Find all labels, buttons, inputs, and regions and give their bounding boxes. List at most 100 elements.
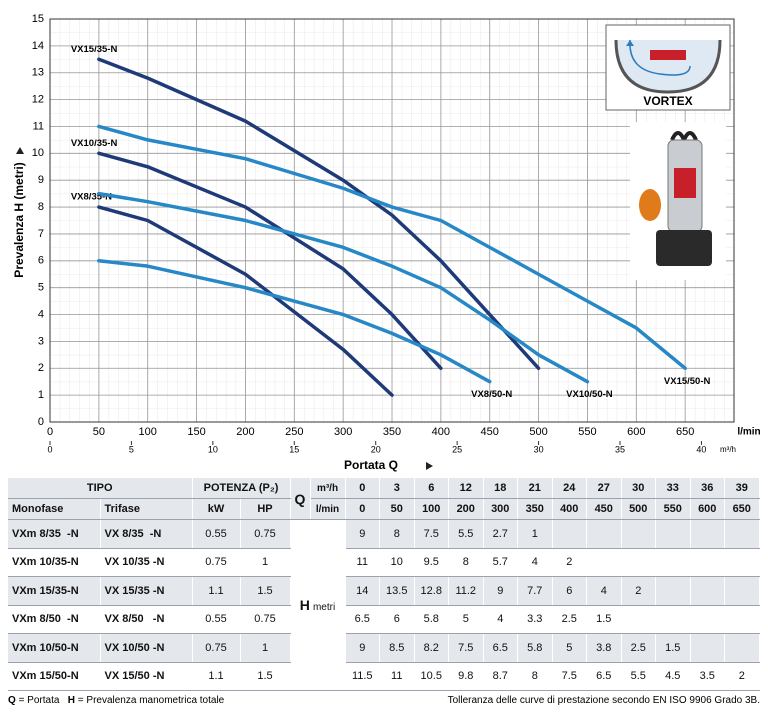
empty-cell [724,605,760,634]
y-tick-label: 6 [38,255,44,267]
h-value: 8.7 [483,662,518,691]
y-tick-label: 1 [38,389,44,401]
q-value: 400 [552,498,587,520]
h-value: 4 [586,576,622,606]
y-tick-label: 10 [32,147,44,159]
y-tick-label: 12 [32,94,44,106]
h-value: 8 [448,548,484,577]
x-tick-label: 500 [529,426,547,438]
q-value: 650 [724,498,760,520]
q-value: 3 [379,478,415,499]
pump-logo [674,168,696,198]
power-cell: 0.75 [192,548,241,577]
power-cell: 0.75 [240,519,291,549]
power-cell: 0.75 [240,605,291,634]
q-value: 0 [345,498,380,520]
x2-tick-label: 10 [208,444,218,454]
h-value: 9.8 [448,662,484,691]
y-tick-label: 9 [38,174,44,186]
vortex-impeller [650,50,686,60]
q-value: 30 [621,478,656,499]
h-value: 4.5 [655,662,691,691]
h-value: 7.5 [448,633,484,663]
h-value: 6.5 [586,662,622,691]
plot-frame [49,18,735,423]
data-row: VXm 8/50 -N VX 8/50 -N 0.55 0.75 6.5 6 5.8 5 4 3.… [8,605,760,634]
x-tick-label: 450 [481,426,499,438]
model-cell: VX 8/50 -N [100,605,193,634]
y-tick-label: 11 [33,120,44,132]
empty-cell [724,548,760,577]
h-value: 5 [552,633,587,663]
x-tick-label: 400 [432,426,450,438]
empty-cell [724,519,760,549]
data-row: VXm 8/35 -N VX 8/35 -N 0.55 0.75 H metri 9 8 7.… [8,519,760,691]
h-value: 6.5 [345,605,380,634]
footer-note: Tolleranza delle curve di prestazione se… [447,695,760,706]
h-value: 13.5 [379,576,415,606]
model-cell: VXm 8/50 -N [8,605,101,634]
header-row: Monofase Trifase kW HP l/min 0 50 100 200 300 350 4… [8,498,760,520]
power-cell: 0.75 [192,633,241,663]
y-tick-label: 0 [38,416,44,428]
vortex-arrow [626,40,634,46]
h-value: 6.5 [483,633,518,663]
curve [97,259,492,384]
q-value: 50 [379,498,415,520]
q-value: 300 [483,498,518,520]
h-value: 8.2 [414,633,449,663]
h-cell: H metri [290,519,346,691]
q-value: 27 [586,478,622,499]
model-cell: VX 15/50 -N [100,662,193,691]
h-value: 4 [483,605,518,634]
x-tick-label: 50 [93,426,105,438]
q-value: 350 [517,498,553,520]
power-cell: 1.5 [240,662,291,691]
x-tick-label: 150 [187,426,205,438]
power-cell: 1.1 [192,576,241,606]
h-value: 2.5 [621,633,656,663]
h-value: 12.8 [414,576,449,606]
model-cell: VXm 10/35-N [8,548,101,577]
y-tick-label: 14 [32,40,44,52]
empty-cell [724,633,760,663]
x-tick-label: 200 [236,426,254,438]
curve [97,124,687,371]
h-value: 2.7 [483,519,518,549]
h-value: 4 [517,548,553,577]
h-value: 5.5 [448,519,484,549]
header-cell: Q [290,478,311,520]
vortex-body [614,39,722,94]
h-value: 10 [379,548,415,577]
x-tick-label: 550 [578,426,596,438]
q-value: 18 [483,478,518,499]
q-value: 550 [655,498,691,520]
h-value: 7.5 [414,519,449,549]
x2-tick-label: 15 [289,444,299,454]
data-row: VXm 10/50-N VX 10/50 -N 0.75 1 9 8.5 8.2 7.5 6.5… [8,633,760,663]
x-tick-label: 100 [139,426,157,438]
h-value: 5.7 [483,548,518,577]
header-cell: Trifase [100,498,193,520]
h-value: 9 [483,576,518,606]
curve [97,191,590,384]
h-value: 6 [379,605,415,634]
empty-cell [586,548,622,577]
empty-cell [690,605,725,634]
h-value: 14 [345,576,380,606]
h-value: 3.3 [517,605,553,634]
curve-label: VX15/50-N [664,376,711,387]
data-row: VXm 15/50-N VX 15/50 -N 1.1 1.5 11.5 11 10.5 9.… [8,662,760,691]
h-value: 1.5 [655,633,691,663]
footer-h: H [67,695,75,706]
empty-cell [655,548,691,577]
power-cell: 0.55 [192,605,241,634]
empty-cell [621,519,656,549]
h-value: 11 [345,548,380,577]
header-cell: POTENZA (P₂) [192,478,291,499]
vortex-flow [629,39,691,76]
q-value: 33 [655,478,691,499]
h-value: 11.5 [345,662,380,691]
q-value: 500 [621,498,656,520]
